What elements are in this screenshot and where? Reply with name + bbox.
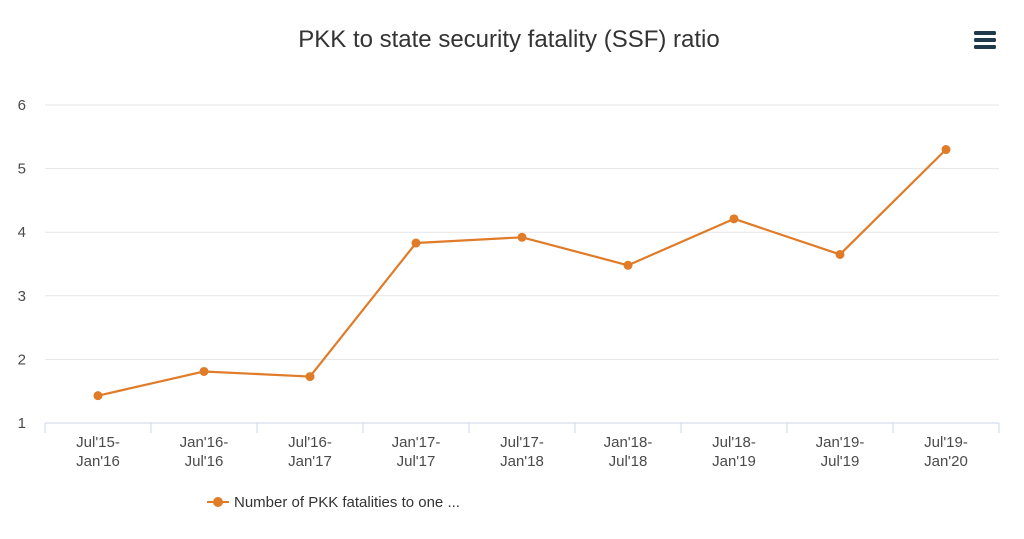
data-point[interactable]	[199, 366, 209, 376]
x-tick-label: Jan'19-	[816, 434, 865, 451]
chart-title: PKK to state security fatality (SSF) rat…	[298, 26, 719, 53]
x-tick-label: Jan'20	[924, 453, 968, 470]
series-line	[97, 148, 947, 397]
x-tick-label: Jan'17-	[392, 434, 441, 451]
data-point[interactable]	[93, 391, 103, 401]
x-tick-label: Jul'18-	[712, 434, 756, 451]
data-point[interactable]	[835, 249, 845, 259]
grid-lines	[45, 104, 999, 360]
data-point[interactable]	[729, 214, 739, 224]
x-tick-label: Jul'17	[397, 453, 436, 470]
hamburger-menu-icon[interactable]	[974, 31, 996, 49]
x-tick-label: Jul'19-	[924, 434, 968, 451]
x-tick-label: Jul'16-	[288, 434, 332, 451]
x-tick-label: Jan'16-	[180, 434, 229, 451]
y-axis: 1 2 3 4 5 6	[18, 97, 26, 432]
x-tick-label: Jul'19	[821, 453, 860, 470]
x-tick-label: Jul'18	[609, 453, 648, 470]
legend-label[interactable]: Number of PKK fatalities to one ...	[234, 494, 460, 511]
x-tick-label: Jul'15-	[76, 434, 120, 451]
y-tick-label: 3	[18, 288, 26, 305]
x-tick-label: Jan'18	[500, 453, 544, 470]
x-tick-label: Jul'17-	[500, 434, 544, 451]
data-point[interactable]	[517, 232, 527, 242]
legend-marker	[213, 497, 223, 507]
data-point[interactable]	[411, 238, 421, 248]
data-point[interactable]	[305, 372, 315, 382]
x-tick-label: Jan'17	[288, 453, 332, 470]
y-tick-label: 2	[18, 351, 26, 368]
series-layer	[93, 145, 951, 401]
x-tick-label: Jan'18-	[604, 434, 653, 451]
x-tick-label: Jan'16	[76, 453, 120, 470]
y-tick-label: 1	[18, 415, 26, 432]
data-point[interactable]	[941, 145, 951, 155]
x-tick-label: Jan'19	[712, 453, 756, 470]
y-tick-label: 4	[18, 224, 26, 241]
data-point[interactable]	[623, 260, 633, 270]
y-tick-label: 6	[18, 97, 26, 114]
x-axis: Jul'15- Jan'16 Jan'16- Jul'16 Jul'16- Jan'17 J…	[44, 422, 1000, 470]
legend[interactable]: Number of PKK fatalities to one ...	[207, 494, 460, 511]
x-tick-label: Jul'16	[185, 453, 224, 470]
y-tick-label: 5	[18, 161, 26, 178]
